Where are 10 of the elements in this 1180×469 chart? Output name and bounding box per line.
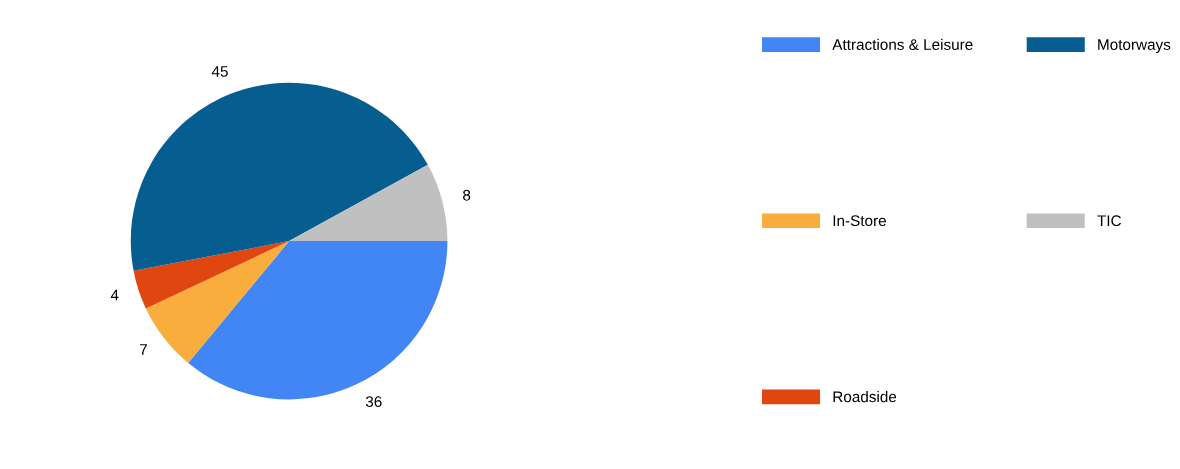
data-label: 7 (140, 344, 147, 355)
data-label: 45 (211, 66, 228, 77)
legend-label: TIC (1097, 215, 1122, 227)
legend-label: In-Store (833, 215, 886, 227)
data-label: 36 (365, 396, 382, 408)
legend-label: Attractions & Leisure (832, 38, 973, 50)
data-label: 4 (110, 289, 119, 301)
legend-label: Motorways (1098, 39, 1171, 53)
legend-label: Roadside (833, 390, 897, 403)
data-label: 8 (463, 189, 471, 201)
